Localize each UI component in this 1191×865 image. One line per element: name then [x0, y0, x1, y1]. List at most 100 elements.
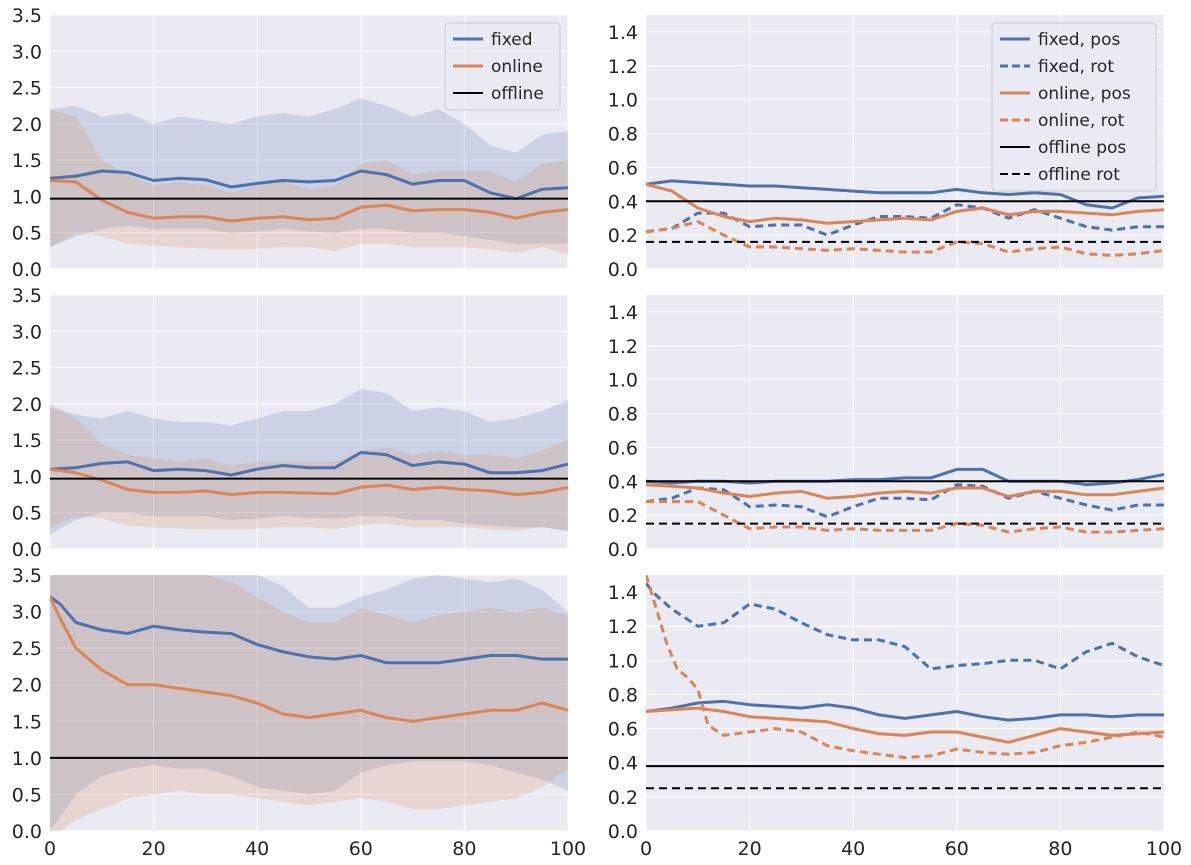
- x-tick-label: 0: [640, 838, 652, 860]
- series-line: [646, 500, 1164, 534]
- series-line: [646, 706, 1164, 744]
- y-tick-label: 0.5: [12, 784, 42, 806]
- plot-area: [50, 98, 568, 255]
- y-tick-label: 1.4: [608, 22, 638, 44]
- plot-background: [50, 575, 568, 831]
- x-tick-label: 100: [1146, 838, 1182, 860]
- series-line: [50, 595, 568, 665]
- y-tick-label: 0.0: [12, 821, 42, 843]
- y-tick-label: 0.8: [608, 124, 638, 146]
- legend-label: offline rot: [1038, 165, 1120, 185]
- y-tick-label: 0.8: [608, 404, 638, 426]
- y-tick-label: 0.6: [608, 437, 638, 459]
- y-tick-label: 2.5: [12, 638, 42, 660]
- series-line: [50, 596, 568, 723]
- y-tick-label: 1.0: [12, 186, 42, 208]
- plot-background: [50, 295, 568, 549]
- y-tick-label: 3.5: [12, 5, 42, 27]
- y-tick-label: 0.2: [608, 505, 638, 527]
- plot-area: [646, 179, 1164, 257]
- plot-background: [646, 295, 1164, 549]
- y-tick-label: 1.5: [12, 150, 42, 172]
- y-tick-label: 1.2: [608, 616, 638, 638]
- y-tick-label: 0.8: [608, 684, 638, 706]
- y-tick-label: 1.0: [608, 90, 638, 112]
- legend-label: online: [491, 57, 543, 77]
- plot-area: [50, 389, 568, 535]
- legend-label: offline pos: [1038, 138, 1126, 158]
- y-tick-label: 1.0: [12, 748, 42, 770]
- y-tick-label: 2.0: [12, 675, 42, 697]
- y-tick-label: 0.6: [608, 157, 638, 179]
- y-tick-label: 0.5: [12, 223, 42, 245]
- y-tick-label: 3.0: [12, 321, 42, 343]
- series-line: [50, 467, 568, 497]
- x-tick-label: 20: [142, 838, 166, 860]
- plot-background: [646, 575, 1164, 831]
- legend-label: online, pos: [1038, 84, 1131, 104]
- x-tick-label: 40: [841, 838, 865, 860]
- subplot-2-1: 0.0 0.2 0.4 0.6 0.8 1.0 1.2 1.4 0 20 40 60 80 100: [608, 575, 1182, 860]
- legend-box: [444, 22, 561, 111]
- y-tick-label: 1.0: [608, 370, 638, 392]
- series-line: [50, 179, 568, 223]
- series-line: [646, 699, 1164, 722]
- y-tick-label: 1.4: [608, 582, 638, 604]
- legend: fixed, pos fixed, rot online, pos online, r…: [991, 22, 1157, 192]
- series-line: [50, 169, 568, 201]
- series-line: [646, 582, 1164, 671]
- series-line: [646, 575, 1164, 760]
- plot-area: [646, 467, 1164, 534]
- confidence-band: [50, 575, 568, 831]
- y-tick-label: 0.0: [12, 539, 42, 561]
- confidence-band: [50, 389, 568, 535]
- subplot-2-0: 0.0 0.5 1.0 1.5 2.0 2.5 3.0 3.5 0 20 40 60 80 100: [12, 565, 586, 860]
- legend-label: fixed, rot: [1038, 57, 1114, 77]
- x-tick-label: 40: [245, 838, 269, 860]
- x-tick-label: 20: [738, 838, 762, 860]
- plot-area: [646, 575, 1164, 790]
- y-tick-label: 2.0: [12, 394, 42, 416]
- legend-label: fixed, pos: [1038, 30, 1120, 50]
- y-tick-label: 0.0: [608, 539, 638, 561]
- series-line: [646, 220, 1164, 257]
- y-tick-label: 1.5: [12, 711, 42, 733]
- y-tick-label: 3.5: [12, 285, 42, 307]
- series-line: [646, 182, 1164, 225]
- subplot-1-0: 0.0 0.5 1.0 1.5 2.0 2.5 3.0 3.5: [12, 285, 569, 561]
- y-tick-label: 1.5: [12, 430, 42, 452]
- legend-label: fixed: [491, 30, 533, 50]
- y-tick-label: 1.0: [608, 650, 638, 672]
- y-tick-label: 0.0: [608, 821, 638, 843]
- x-tick-label: 80: [452, 838, 476, 860]
- y-tick-label: 1.2: [608, 336, 638, 358]
- legend-box: [991, 22, 1157, 192]
- y-tick-label: 0.0: [608, 259, 638, 281]
- x-tick-label: 80: [1048, 838, 1072, 860]
- y-tick-label: 0.2: [608, 225, 638, 247]
- x-tick-label: 60: [945, 838, 969, 860]
- y-tick-label: 3.5: [12, 565, 42, 587]
- subplot-0-0: 0.0 0.5 1.0 1.5 2.0 2.5 3.0 3.5 fixed online offli…: [12, 5, 569, 281]
- series-line: [50, 451, 568, 477]
- y-tick-label: 2.5: [12, 358, 42, 380]
- y-tick-label: 0.5: [12, 503, 42, 525]
- confidence-band: [50, 575, 568, 831]
- y-tick-label: 0.4: [608, 191, 638, 213]
- x-tick-label: 100: [550, 838, 586, 860]
- y-tick-label: 0.2: [608, 787, 638, 809]
- legend-label: offline: [491, 84, 544, 104]
- y-tick-label: 1.4: [608, 302, 638, 324]
- y-tick-label: 0.4: [608, 471, 638, 493]
- series-line: [646, 483, 1164, 500]
- plot-area: [50, 575, 568, 831]
- y-tick-label: 2.0: [12, 114, 42, 136]
- subplot-1-1: 0.0 0.2 0.4 0.6 0.8 1.0 1.2 1.4: [608, 295, 1165, 561]
- subplot-0-1: 0.0 0.2 0.4 0.6 0.8 1.0 1.2 1.4 fixed, pos fixed,…: [608, 15, 1165, 281]
- legend: fixed online offline: [444, 22, 561, 111]
- y-tick-label: 1.0: [12, 466, 42, 488]
- y-tick-label: 0.6: [608, 719, 638, 741]
- y-tick-label: 1.2: [608, 56, 638, 78]
- y-tick-label: 3.0: [12, 602, 42, 624]
